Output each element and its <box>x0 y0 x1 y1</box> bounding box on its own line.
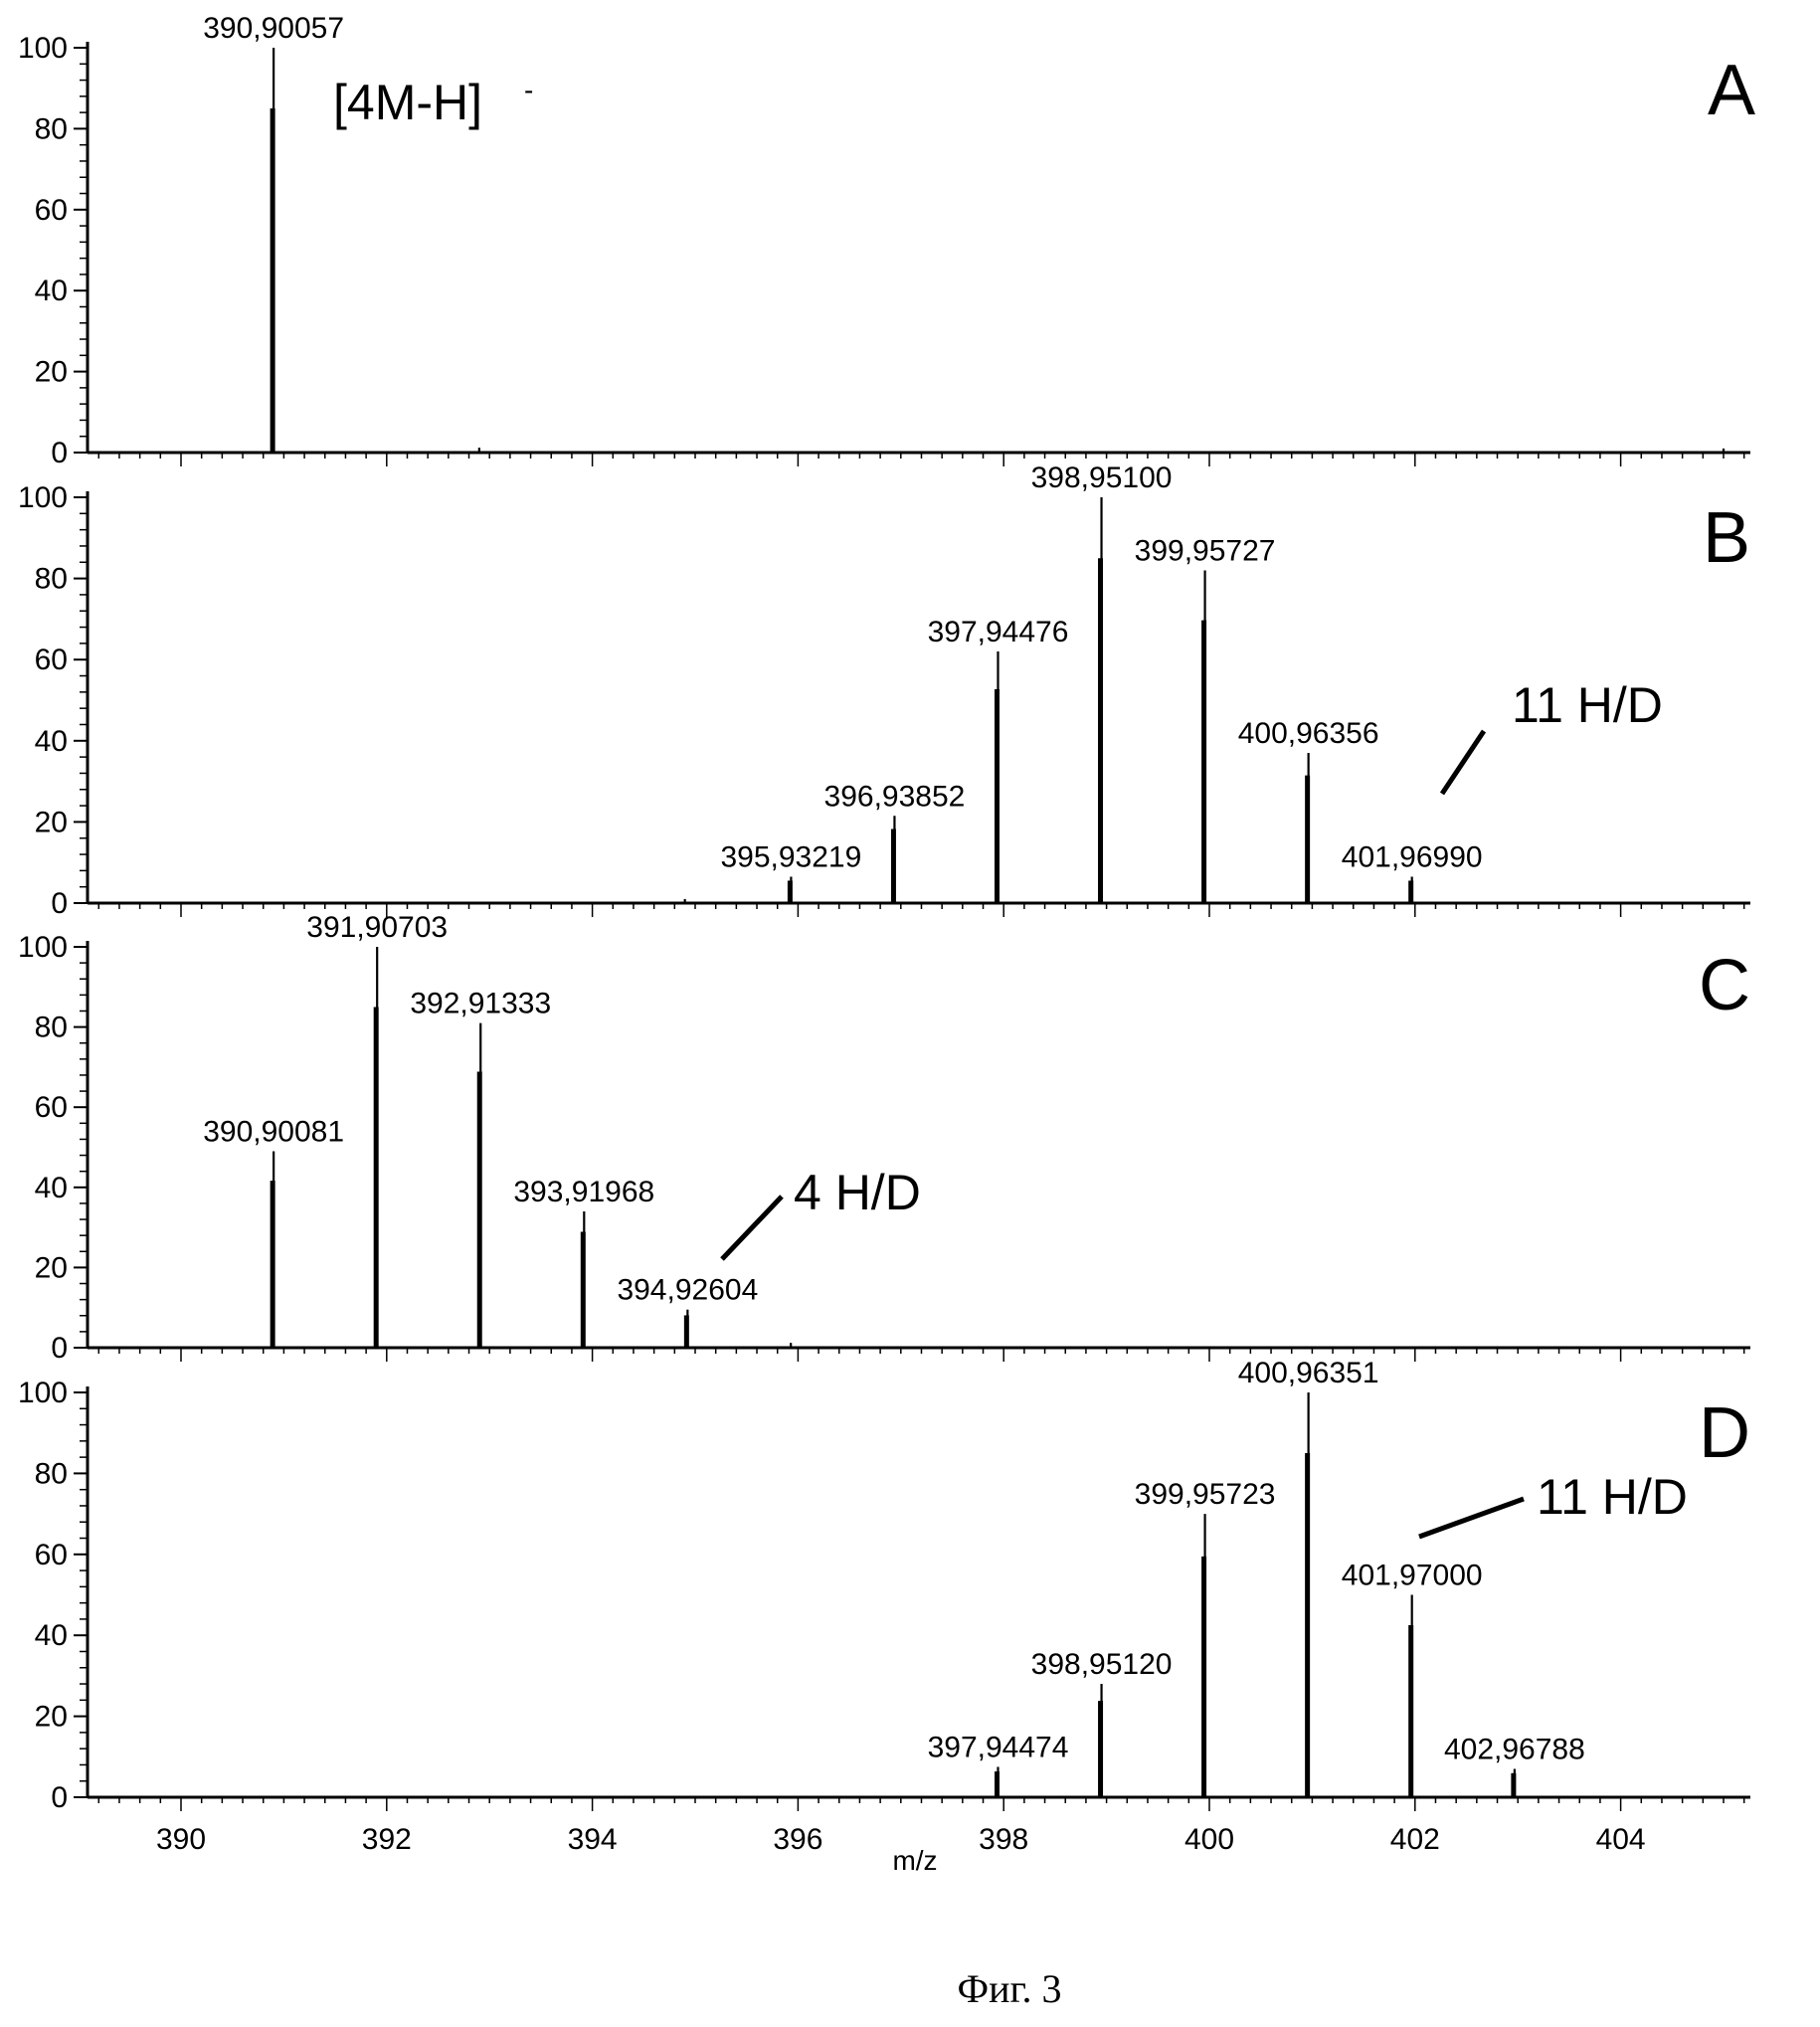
x-tick-label: 394 <box>568 1823 618 1856</box>
panel-a: 0 20 40 60 80 100 390,90057 A <box>18 12 1755 469</box>
y-tick-label: 80 <box>35 1012 68 1044</box>
peak-label: 393,91968 <box>513 1176 654 1208</box>
peak-label: 398,95120 <box>1031 1648 1173 1681</box>
x-tick-label: 398 <box>979 1823 1028 1856</box>
y-tick-label: 80 <box>35 563 68 596</box>
panel-c: 0 20 40 60 80 100 390,90081 391,90703 392,91333 3… <box>18 911 1750 1365</box>
y-tick-label: 20 <box>35 1251 68 1284</box>
peak-label: 395,93219 <box>720 840 861 873</box>
hd-exchange-annotation: 4 H/D <box>794 1165 921 1220</box>
y-tick-label: 100 <box>18 32 68 65</box>
ion-annotation-superscript: - <box>524 75 533 105</box>
peak-label: 392,91333 <box>410 988 551 1020</box>
peak-label: 401,97000 <box>1342 1560 1483 1592</box>
peak-label: 402,96788 <box>1444 1734 1585 1766</box>
peak-label: 394,92604 <box>617 1274 758 1307</box>
annotation-leader <box>1439 729 1487 796</box>
peak-label: 397,94474 <box>928 1731 1069 1763</box>
hd-exchange-annotation: 11 H/D <box>1537 1469 1688 1525</box>
y-tick-label: 80 <box>35 1457 68 1490</box>
x-tick-label: 390 <box>156 1823 206 1856</box>
y-tick-label: 0 <box>51 437 68 469</box>
y-tick-label: 40 <box>35 1619 68 1652</box>
x-tick-label: 396 <box>773 1823 822 1856</box>
peak-label: 398,95100 <box>1031 461 1173 494</box>
x-tick-label: 402 <box>1390 1823 1440 1856</box>
panel-d: 0 20 40 60 80 100 397,94474 398,95120 399,95723 4… <box>18 1357 1750 1814</box>
y-tick-label: 60 <box>35 644 68 676</box>
y-tick-label: 40 <box>35 725 68 758</box>
y-tick-label: 0 <box>51 887 68 920</box>
panel-b: 0 20 40 60 80 100 395,93219 396,93852 397,94476 3… <box>18 461 1750 920</box>
y-tick-label: 20 <box>35 356 68 389</box>
peak-label: 400,96351 <box>1238 1357 1379 1389</box>
y-tick-label: 60 <box>35 1091 68 1124</box>
panel-letter: C <box>1699 946 1750 1025</box>
y-tick-label: 100 <box>18 481 68 514</box>
panel-letter: A <box>1708 51 1755 130</box>
ion-annotation: [4M-H] <box>333 75 482 130</box>
y-tick-label: 0 <box>51 1781 68 1814</box>
panel-letter: B <box>1703 498 1750 578</box>
peak-label: 397,94476 <box>928 616 1069 648</box>
y-tick-label: 100 <box>18 931 68 964</box>
annotation-leader <box>720 1195 784 1261</box>
x-tick-label: 404 <box>1596 1823 1646 1856</box>
hd-exchange-annotation: 11 H/D <box>1512 677 1663 733</box>
y-tick-label: 20 <box>35 806 68 838</box>
y-tick-label: 80 <box>35 112 68 145</box>
peak-label: 390,90057 <box>203 12 344 45</box>
x-tick-label: 400 <box>1184 1823 1234 1856</box>
peak-label: 396,93852 <box>824 780 966 813</box>
x-tick-label: 392 <box>362 1823 412 1856</box>
peak-label: 399,95723 <box>1135 1478 1276 1511</box>
y-tick-label: 0 <box>51 1332 68 1365</box>
peak-label: 399,95727 <box>1135 534 1276 567</box>
annotation-leader <box>1418 1496 1525 1540</box>
peak-label: 390,90081 <box>203 1116 344 1149</box>
y-tick-label: 60 <box>35 194 68 227</box>
y-tick-label: 100 <box>18 1377 68 1409</box>
y-tick-label: 60 <box>35 1539 68 1571</box>
x-axis-label: m/z <box>892 1845 937 1876</box>
y-tick-label: 40 <box>35 1172 68 1204</box>
panel-letter: D <box>1699 1393 1750 1473</box>
y-tick-label: 20 <box>35 1701 68 1734</box>
peak-label: 391,90703 <box>306 911 448 944</box>
peak-label: 400,96356 <box>1238 717 1379 750</box>
peak-label: 401,96990 <box>1342 840 1483 873</box>
y-tick-label: 40 <box>35 275 68 307</box>
figure-caption: Фиг. 3 <box>958 1966 1062 2011</box>
